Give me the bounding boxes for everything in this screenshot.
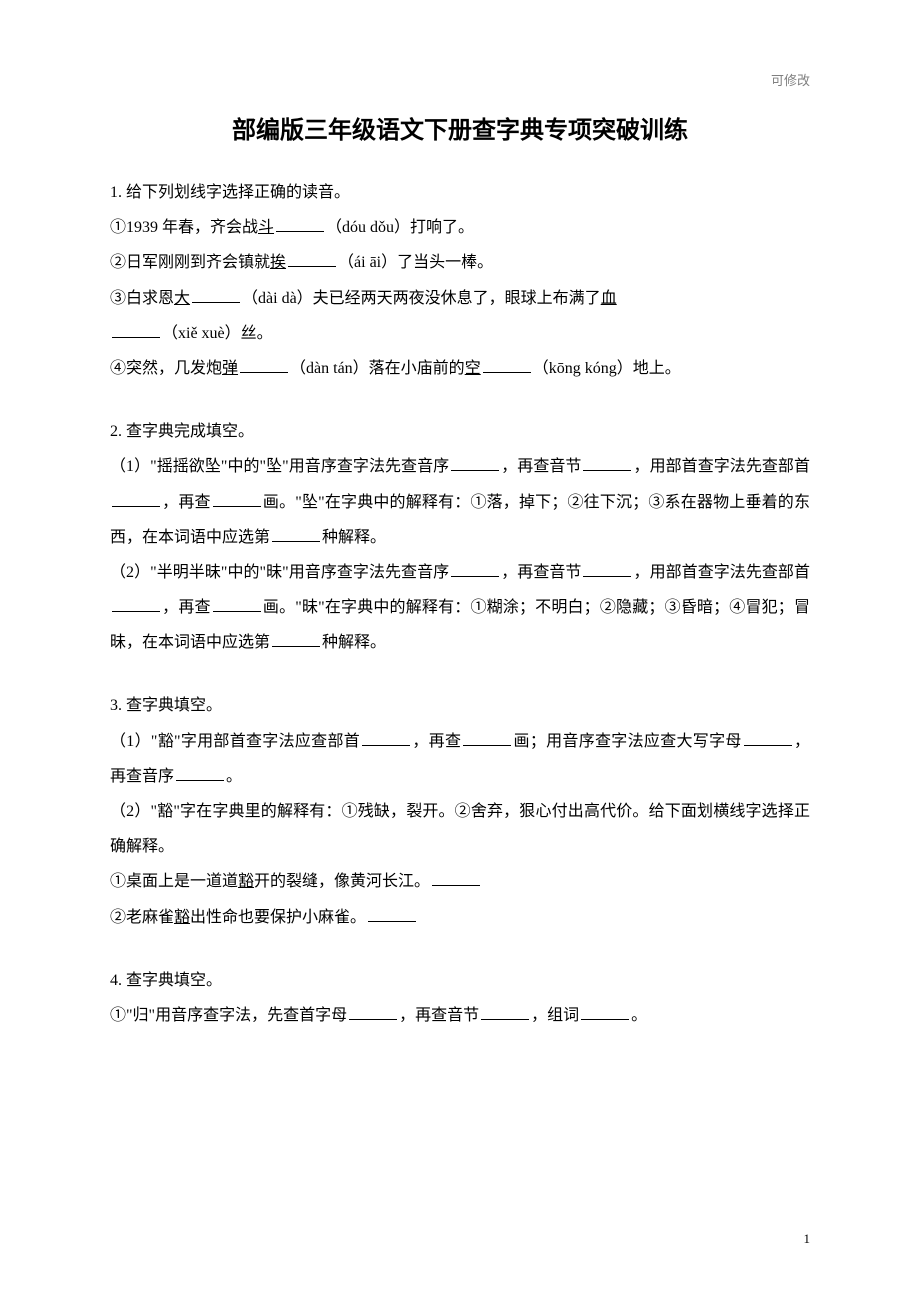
q2-p2-c: ，用部首查字法先查部首 (633, 564, 810, 581)
blank (451, 454, 499, 471)
q3-l1-b: 开的裂缝，像黄河长江。 (254, 873, 430, 890)
q3-l2-b: 出性命也要保护小麻雀。 (190, 909, 366, 926)
blank (744, 729, 792, 746)
document-content: 1. 给下列划线字选择正确的读音。 ①1939 年春，齐会战斗 （dóu dǒu）… (110, 175, 810, 1033)
q3-l2-underline: 豁 (174, 909, 190, 926)
blank (483, 356, 531, 373)
q1-line2-b: （ái āi）了当头一棒。 (338, 254, 493, 271)
q1-line1-a: ①1939 年春，齐会战 (110, 219, 258, 236)
blank (112, 595, 160, 612)
q1-line4-b: （dàn tán）落在小庙前的 (290, 360, 465, 377)
q1-line3-underline2: 血 (601, 290, 617, 307)
blank (176, 764, 224, 781)
q2-number: 2. (110, 423, 122, 440)
q3-stem: 查字典填空。 (126, 697, 222, 714)
q2-stem: 查字典完成填空。 (126, 423, 254, 440)
q1-line4-underline2: 空 (465, 360, 481, 377)
q2-p1-c: ，用部首查字法先查部首 (633, 458, 810, 475)
q3-p1-b: ，再查 (412, 733, 461, 750)
q4-p1-b: ，再查音节 (399, 1007, 479, 1024)
question-4: 4. 查字典填空。 ①"归"用音序查字法，先查首字母 ，再查音节 ，组词 。 (110, 963, 810, 1033)
q3-number: 3. (110, 697, 122, 714)
q2-p1-b: ，再查音节 (501, 458, 581, 475)
blank (349, 1003, 397, 1020)
q3-l2-a: ②老麻雀 (110, 909, 174, 926)
watermark-text: 可修改 (771, 70, 810, 89)
q2-p2-d: ，再查 (162, 599, 211, 616)
blank (481, 1003, 529, 1020)
blank (213, 595, 261, 612)
q2-p2-f: 种解释。 (322, 634, 386, 651)
q2-p1-d: ，再查 (162, 494, 211, 511)
blank (451, 560, 499, 577)
question-3: 3. 查字典填空。 （1）"豁"字用部首查字法应查部首 ，再查 画；用音序查字法应查… (110, 688, 810, 934)
q1-line2-underline: 挨 (270, 254, 286, 271)
q1-line3-c: （xiě xuè）丝。 (162, 325, 273, 342)
q3-l1-a: ①桌面上是一道道 (110, 873, 238, 890)
blank (463, 729, 511, 746)
blank (288, 250, 336, 267)
q1-line1-b: （dóu dǒu）打响了。 (326, 219, 474, 236)
question-2: 2. 查字典完成填空。 （1）"摇摇欲坠"中的"坠"用音序查字法先查音序 ，再查音… (110, 414, 810, 660)
q1-line4-underline: 弹 (222, 360, 238, 377)
blank (276, 215, 324, 232)
blank (272, 630, 320, 647)
blank (432, 869, 480, 886)
q3-p1-e: 。 (226, 768, 242, 785)
q4-number: 4. (110, 972, 122, 989)
q1-line4-c: （kōng kóng）地上。 (533, 360, 681, 377)
page-number: 1 (804, 1231, 811, 1247)
blank (112, 490, 160, 507)
blank (213, 490, 261, 507)
q2-p1-f: 种解释。 (322, 529, 386, 546)
blank (240, 356, 288, 373)
blank (272, 525, 320, 542)
q1-line1-underline: 斗 (258, 219, 274, 236)
blank (368, 905, 416, 922)
q1-stem: 给下列划线字选择正确的读音。 (126, 184, 350, 201)
q4-stem: 查字典填空。 (126, 972, 222, 989)
q3-p2: （2）"豁"字在字典里的解释有：①残缺，裂开。②舍弃，狠心付出高代价。给下面划横… (110, 803, 810, 855)
q3-p1-c: 画；用音序查字法应查大写字母 (513, 733, 741, 750)
question-1: 1. 给下列划线字选择正确的读音。 ①1939 年春，齐会战斗 （dóu dǒu）… (110, 175, 810, 386)
q3-l1-underline: 豁 (238, 873, 254, 890)
blank (583, 454, 631, 471)
document-page: 可修改 部编版三年级语文下册查字典专项突破训练 1. 给下列划线字选择正确的读音… (0, 0, 920, 1302)
q1-line4-a: ④突然，几发炮 (110, 360, 222, 377)
blank (112, 321, 160, 338)
blank (362, 729, 410, 746)
q4-p1-a: ①"归"用音序查字法，先查首字母 (110, 1007, 347, 1024)
q4-p1-c: ，组词 (531, 1007, 579, 1024)
q1-line2-a: ②日军刚刚到齐会镇就 (110, 254, 270, 271)
document-title: 部编版三年级语文下册查字典专项突破训练 (110, 110, 810, 145)
blank (192, 286, 240, 303)
q1-line3-b: （dài dà）夫已经两天两夜没休息了，眼球上布满了 (242, 290, 601, 307)
q2-p1-a: （1）"摇摇欲坠"中的"坠"用音序查字法先查音序 (110, 458, 449, 475)
blank (581, 1003, 629, 1020)
q4-p1-d: 。 (631, 1007, 647, 1024)
q2-p2-a: （2）"半明半昧"中的"昧"用音序查字法先查音序 (110, 564, 449, 581)
q1-number: 1. (110, 184, 122, 201)
q3-p1-a: （1）"豁"字用部首查字法应查部首 (110, 733, 360, 750)
q1-line3-underline: 大 (174, 290, 190, 307)
q1-line3-a: ③白求恩 (110, 290, 174, 307)
q2-p2-b: ，再查音节 (501, 564, 581, 581)
blank (583, 560, 631, 577)
